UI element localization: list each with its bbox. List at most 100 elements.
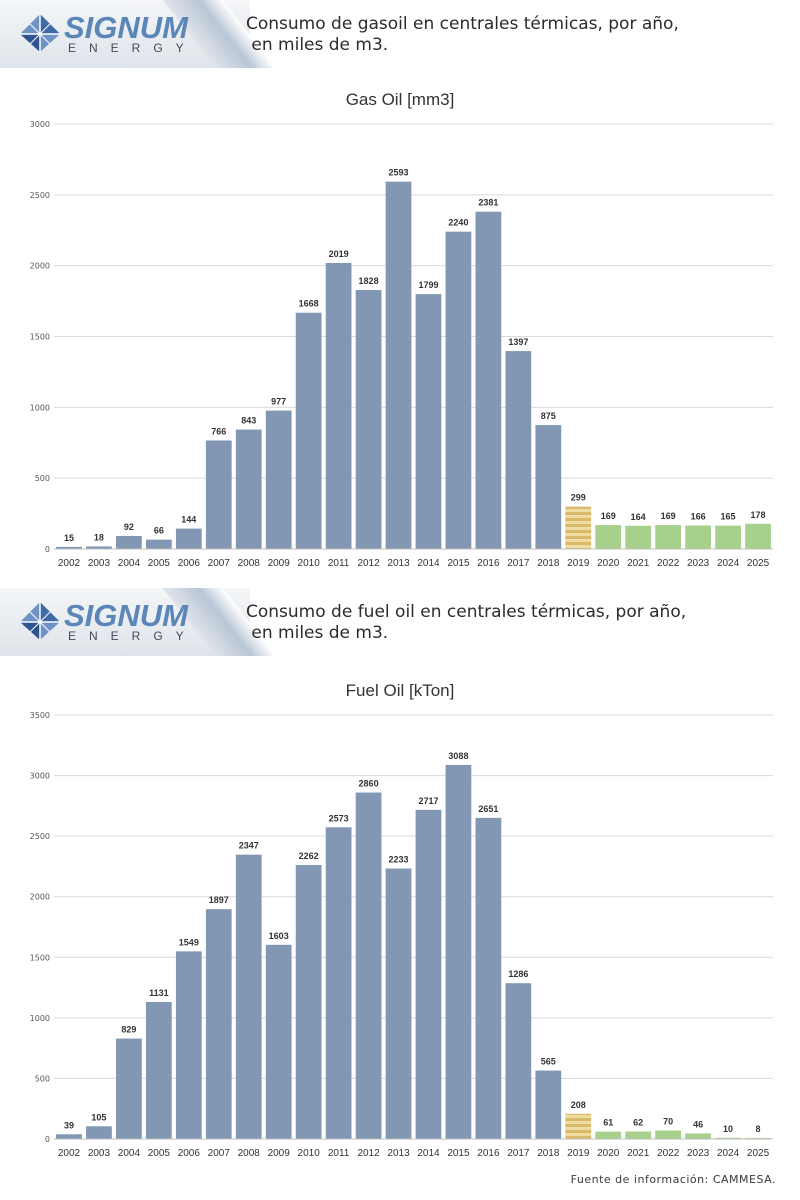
- bar-2023: [685, 1133, 711, 1139]
- data-label: 208: [571, 1100, 586, 1110]
- bar-2024: [715, 1137, 741, 1139]
- x-tick-label: 2005: [148, 558, 171, 569]
- x-tick-label: 2010: [298, 1148, 321, 1159]
- y-tick-label: 2000: [30, 262, 50, 271]
- x-tick-label: 2008: [238, 558, 261, 569]
- bar-2003: [86, 1126, 112, 1139]
- x-tick-label: 2002: [58, 1148, 81, 1159]
- x-tick-label: 2006: [178, 558, 201, 569]
- bar-2018: [535, 425, 562, 549]
- data-label: 2262: [299, 851, 319, 861]
- x-tick-label: 2019: [567, 558, 590, 569]
- bar-2015: [445, 231, 472, 549]
- data-label: 875: [541, 411, 556, 421]
- x-tick-label: 2021: [627, 558, 650, 569]
- x-tick-label: 2009: [268, 558, 291, 569]
- data-label: 2717: [418, 796, 438, 806]
- y-tick-label: 3000: [30, 120, 50, 129]
- x-tick-label: 2011: [328, 558, 350, 569]
- bar-2009: [265, 944, 292, 1139]
- x-tick-label: 2014: [417, 1148, 440, 1159]
- data-label: 144: [181, 515, 196, 525]
- bar-2019: [565, 1113, 592, 1139]
- bar-2005: [145, 539, 172, 549]
- data-label: 1828: [359, 276, 379, 286]
- y-tick-label: 1500: [30, 953, 50, 962]
- data-label: 766: [211, 426, 226, 436]
- chart-title: Gas Oil [mm3]: [346, 90, 455, 109]
- data-label: 977: [271, 397, 286, 407]
- data-label: 10: [723, 1124, 733, 1134]
- bar-2017: [505, 351, 532, 549]
- bar-2024: [715, 525, 741, 549]
- logo-brand-text: SIGNUM: [64, 598, 188, 633]
- data-label: 165: [721, 512, 736, 522]
- x-tick-label: 2023: [687, 558, 710, 569]
- bar-2022: [655, 525, 682, 549]
- data-label: 2233: [389, 854, 409, 864]
- data-label: 2240: [448, 218, 468, 228]
- bar-2022: [655, 1130, 682, 1139]
- x-tick-label: 2016: [477, 1148, 500, 1159]
- bar-2013: [385, 181, 412, 549]
- y-tick-label: 2000: [30, 893, 50, 902]
- bar-2006: [175, 951, 202, 1139]
- x-tick-label: 2024: [717, 558, 740, 569]
- data-label: 166: [691, 511, 706, 521]
- fuel-oil-chart: Fuel Oil [kTon] 0 500 1000 1500 2000 2500 3000 3…: [30, 681, 773, 1159]
- data-label: 843: [241, 416, 256, 426]
- x-tick-label: 2004: [118, 558, 141, 569]
- header-banner-gasoil: SIGNUM ENERGY Consumo de gasoil en centr…: [0, 0, 800, 68]
- data-label: 61: [603, 1118, 613, 1128]
- y-tick-label: 0: [45, 1135, 50, 1144]
- bar-2016: [475, 211, 502, 550]
- header-banner-fueloil: SIGNUM ENERGY Consumo de fuel oil en cen…: [0, 588, 800, 656]
- x-tick-label: 2005: [148, 1148, 171, 1159]
- x-tick-label: 2009: [268, 1148, 291, 1159]
- bar-2019: [565, 506, 592, 549]
- data-label: 1131: [149, 988, 169, 998]
- y-tick-label: 2500: [30, 832, 50, 841]
- x-tick-label: 2004: [118, 1148, 141, 1159]
- logo-sub-text: ENERGY: [68, 629, 197, 643]
- x-tick-label: 2016: [477, 558, 500, 569]
- gas-oil-chart: Gas Oil [mm3] 0 500 1000 1500 2000 2500 3000 15 2…: [30, 90, 773, 569]
- x-tick-label: 2012: [357, 1148, 380, 1159]
- bar-2015: [445, 764, 472, 1139]
- x-tick-label: 2012: [357, 558, 380, 569]
- banner-title: Consumo de gasoil en centrales térmicas,…: [246, 14, 679, 55]
- x-tick-label: 2018: [537, 558, 560, 569]
- x-tick-label: 2015: [447, 1148, 470, 1159]
- data-label: 66: [154, 526, 164, 536]
- bar-2006: [175, 528, 202, 549]
- data-label: 62: [633, 1117, 643, 1127]
- y-tick-label: 3500: [30, 711, 50, 720]
- bar-2002: [56, 546, 82, 549]
- bar-2014: [415, 809, 442, 1139]
- data-label: 2381: [478, 198, 498, 208]
- data-label: 39: [64, 1120, 74, 1130]
- bar-2008: [235, 429, 262, 549]
- x-tick-label: 2022: [657, 558, 680, 569]
- data-label: 8: [756, 1124, 761, 1134]
- data-label: 15: [64, 533, 74, 543]
- bar-2016: [475, 817, 502, 1139]
- x-tick-label: 2019: [567, 1148, 590, 1159]
- x-tick-label: 2002: [58, 558, 81, 569]
- x-tick-label: 2007: [208, 558, 231, 569]
- bar-2007: [205, 440, 232, 549]
- data-label: 829: [121, 1025, 136, 1035]
- data-label: 169: [601, 511, 616, 521]
- bar-2013: [385, 868, 412, 1139]
- x-tick-label: 2007: [208, 1148, 231, 1159]
- x-tick-label: 2003: [88, 558, 111, 569]
- x-tick-label: 2020: [597, 1148, 620, 1159]
- logo-brand-text: SIGNUM: [64, 10, 188, 45]
- y-tick-label: 1000: [30, 1014, 50, 1023]
- data-label: 18: [94, 532, 104, 542]
- x-tick-label: 2010: [298, 558, 321, 569]
- bar-2021: [625, 525, 652, 549]
- bar-2025: [745, 523, 771, 549]
- x-tick-label: 2013: [387, 558, 410, 569]
- signum-logo-icon: [20, 14, 60, 52]
